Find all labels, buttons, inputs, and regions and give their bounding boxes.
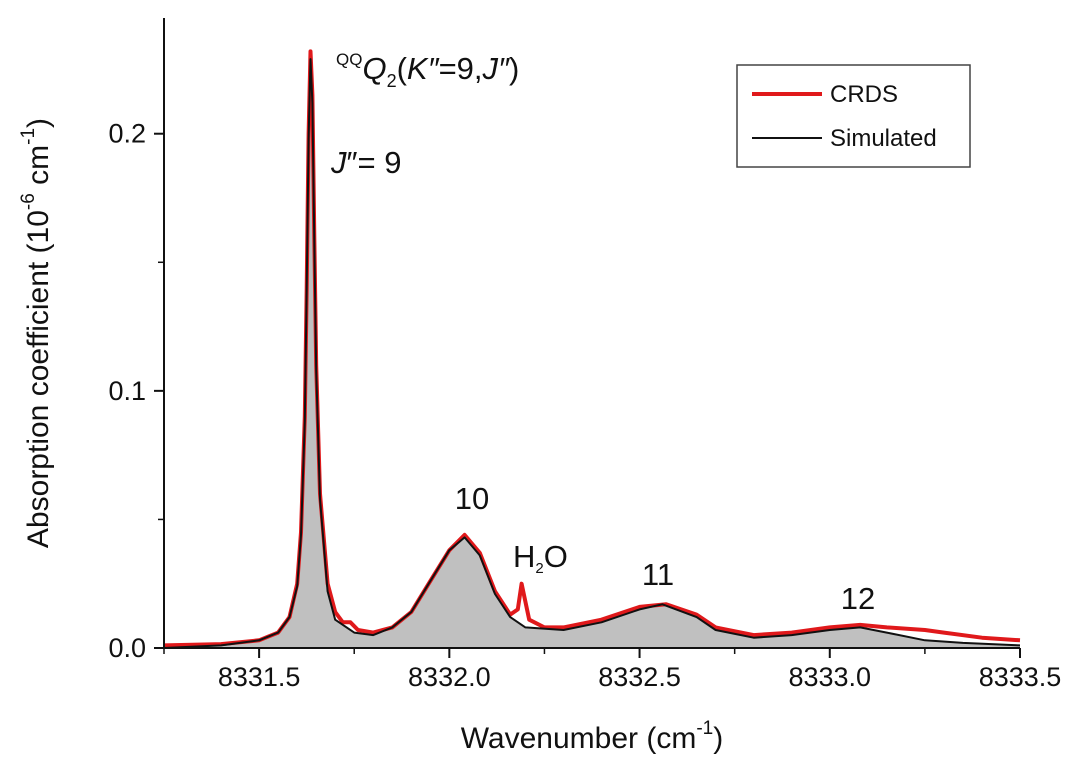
annotation-j9: J″= 9: [330, 145, 401, 180]
y-tick-label: 0.2: [108, 119, 146, 149]
y-axis-ticks: 0.0 0.1 0.2: [108, 119, 164, 663]
legend: CRDS Simulated: [736, 64, 971, 168]
annotation-j11: 11: [642, 557, 674, 592]
x-axis-ticks: 8331.5 8332.0 8332.5 8333.0 8333.5: [163, 648, 1062, 692]
x-tick-label: 8332.0: [408, 662, 491, 692]
annotation-h2o: H2O: [513, 539, 568, 577]
x-tick-label: 8333.5: [979, 662, 1062, 692]
annotation-j12: 12: [841, 581, 875, 616]
series-lines-layer: [163, 49, 1021, 649]
legend-label-crds: CRDS: [830, 81, 898, 108]
series-line-simulated: [163, 58, 1021, 649]
annotation-q-branch: QQQ2(K″=9,J″): [336, 50, 519, 91]
peak-annotations: QQQ2(K″=9,J″) J″= 9 10 H2O 11 12: [330, 50, 875, 616]
annotation-j10: 10: [455, 481, 489, 516]
x-tick-label: 8333.0: [788, 662, 871, 692]
plot-frame: [163, 18, 1020, 649]
y-axis-title: Absorption coefficient (10-6 cm-1): [18, 118, 55, 548]
y-tick-label: 0.0: [108, 633, 146, 663]
x-tick-label: 8331.5: [218, 662, 301, 692]
x-tick-label: 8332.5: [598, 662, 681, 692]
legend-label-simulated: Simulated: [830, 125, 937, 152]
y-tick-label: 0.1: [108, 376, 146, 406]
x-axis-title: Wavenumber (cm-1): [461, 718, 724, 755]
legend-box: [736, 64, 971, 168]
